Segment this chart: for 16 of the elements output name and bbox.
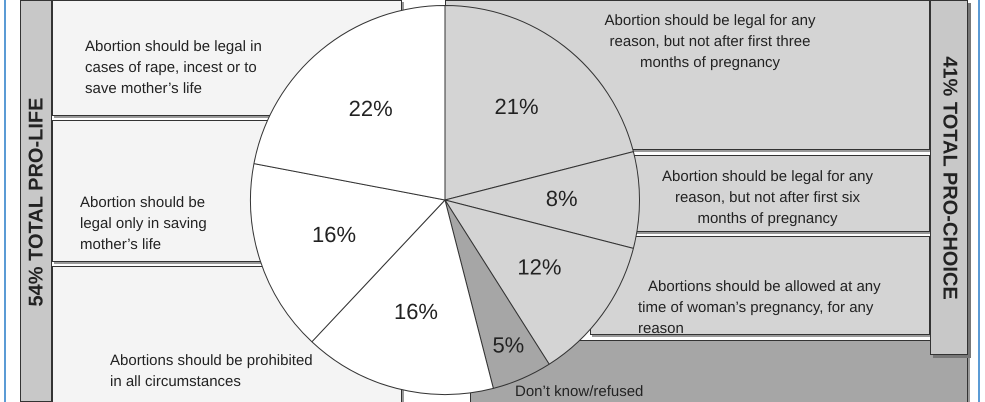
data-label: 12% — [517, 254, 562, 280]
data-label: 21% — [494, 94, 539, 119]
data-label: 16% — [394, 299, 438, 324]
data-label: 8% — [546, 186, 578, 212]
slice-label: Don’t know/refused — [515, 383, 644, 400]
slice-label: Abortion should be legal in cases of rape, incest or to save mother’s life — [85, 37, 263, 99]
data-label: 5% — [492, 332, 524, 358]
slice-label: Abortions should be prohibited in all circumstances — [110, 351, 314, 392]
data-label: 22% — [348, 96, 393, 122]
slice-label: Abortion should be legal only in saving mother’s life — [80, 193, 208, 255]
slice-label: Abortion should be legal for any reason, but not after first three months of pregnancy — [604, 11, 816, 73]
data-label: 16% — [312, 222, 356, 248]
slice-label: Abortion should be legal for any reason, but not after first six months of pregnancy — [661, 167, 874, 229]
text: 41% TOTAL PRO-CHOICE — [938, 56, 960, 300]
text: 54% TOTAL PRO-LIFE — [26, 98, 48, 306]
slice-label: Abortions should be allowed at any time of woman’s pregnancy, for any reason — [638, 277, 882, 339]
